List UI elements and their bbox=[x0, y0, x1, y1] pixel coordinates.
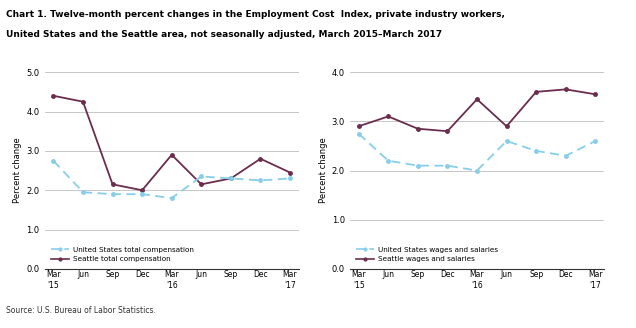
Text: United States and the Seattle area, not seasonally adjusted, March 2015–March 20: United States and the Seattle area, not … bbox=[6, 30, 443, 38]
Y-axis label: Percent change: Percent change bbox=[319, 138, 328, 203]
Text: Chart 1. Twelve-month percent changes in the Employment Cost  Index, private ind: Chart 1. Twelve-month percent changes in… bbox=[6, 10, 505, 19]
Y-axis label: Percent change: Percent change bbox=[13, 138, 22, 203]
Text: Source: U.S. Bureau of Labor Statistics.: Source: U.S. Bureau of Labor Statistics. bbox=[6, 306, 156, 315]
Legend: United States wages and salaries, Seattle wages and salaries: United States wages and salaries, Seattl… bbox=[354, 244, 501, 265]
Legend: United States total compensation, Seattle total compensation: United States total compensation, Seattl… bbox=[48, 244, 197, 265]
